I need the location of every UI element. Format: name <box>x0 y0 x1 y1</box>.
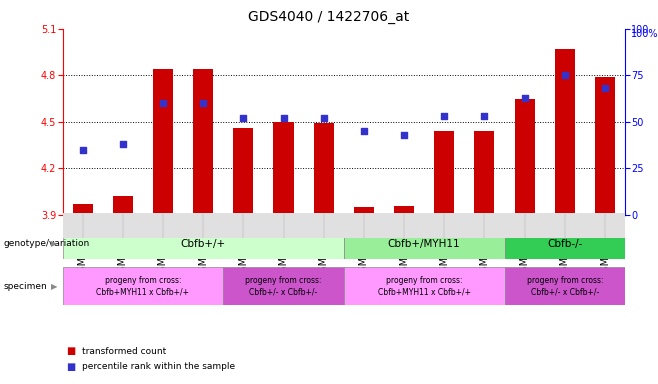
Bar <box>595 77 615 215</box>
Bar <box>72 204 93 215</box>
Bar <box>555 49 575 215</box>
Text: Cbfb+/MYH11: Cbfb+/MYH11 <box>388 239 461 249</box>
Text: 100%: 100% <box>630 29 658 39</box>
Point <box>278 115 289 121</box>
Text: genotype/variation: genotype/variation <box>3 239 89 248</box>
Text: GDS4040 / 1422706_at: GDS4040 / 1422706_at <box>248 10 410 23</box>
Text: ■: ■ <box>66 346 75 356</box>
Bar <box>505 267 625 305</box>
Text: progeny from cross:
Cbfb+MYH11 x Cbfb+/+: progeny from cross: Cbfb+MYH11 x Cbfb+/+ <box>378 276 470 296</box>
Bar <box>434 131 454 215</box>
Text: ■: ■ <box>66 362 75 372</box>
Text: Cbfb+/+: Cbfb+/+ <box>180 239 226 249</box>
Point <box>238 115 249 121</box>
Bar <box>63 267 223 305</box>
Bar <box>153 69 173 215</box>
Point <box>359 128 369 134</box>
Bar <box>63 228 343 259</box>
Bar <box>505 228 625 259</box>
Point <box>118 141 128 147</box>
Text: ▶: ▶ <box>51 281 58 291</box>
Bar <box>515 99 535 215</box>
Bar <box>113 197 133 215</box>
Point <box>198 100 209 106</box>
Bar <box>274 122 293 215</box>
Bar <box>343 228 505 259</box>
Point <box>519 94 530 101</box>
Point <box>318 115 329 121</box>
Point <box>399 132 409 138</box>
Point <box>479 113 490 119</box>
Bar <box>223 267 343 305</box>
Bar <box>314 124 334 215</box>
Text: Cbfb-/-: Cbfb-/- <box>547 239 582 249</box>
Bar <box>474 131 495 215</box>
Bar <box>394 206 414 215</box>
Text: ▶: ▶ <box>51 239 58 248</box>
Text: transformed count: transformed count <box>82 347 166 356</box>
Point <box>599 85 610 91</box>
Bar <box>234 128 253 215</box>
Text: specimen: specimen <box>3 281 47 291</box>
Text: percentile rank within the sample: percentile rank within the sample <box>82 362 236 371</box>
Text: progeny from cross:
Cbfb+/- x Cbfb+/-: progeny from cross: Cbfb+/- x Cbfb+/- <box>526 276 603 296</box>
Point <box>158 100 168 106</box>
Point <box>78 147 88 153</box>
Point <box>439 113 449 119</box>
Bar <box>193 69 213 215</box>
Point <box>559 72 570 78</box>
Text: progeny from cross:
Cbfb+/- x Cbfb+/-: progeny from cross: Cbfb+/- x Cbfb+/- <box>245 276 322 296</box>
Text: progeny from cross:
Cbfb+MYH11 x Cbfb+/+: progeny from cross: Cbfb+MYH11 x Cbfb+/+ <box>96 276 190 296</box>
Bar <box>354 207 374 215</box>
Bar <box>343 267 505 305</box>
